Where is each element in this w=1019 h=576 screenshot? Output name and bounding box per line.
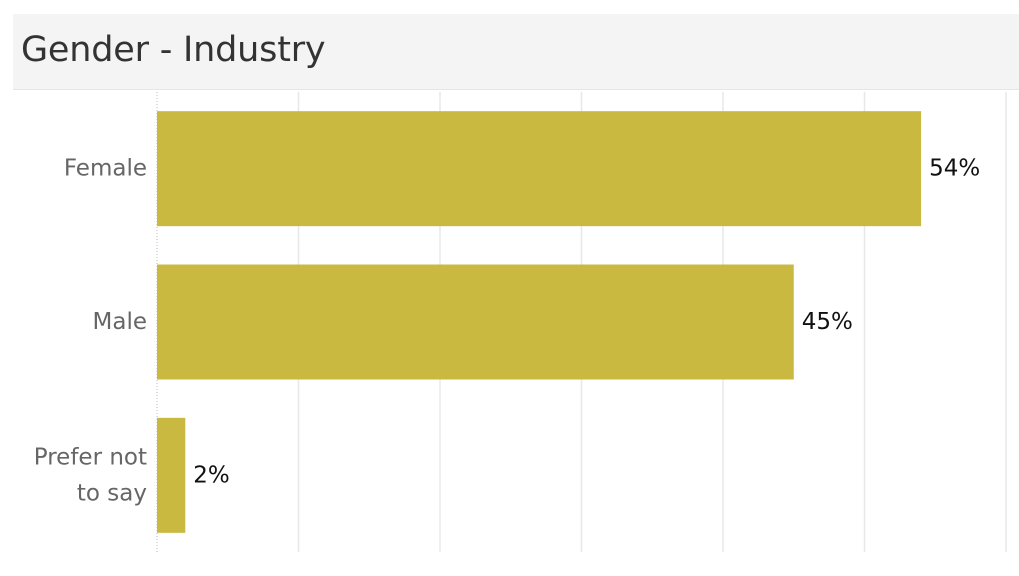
bar xyxy=(157,417,186,533)
category-label-line: Male xyxy=(93,309,147,335)
chart-title-bar: Gender - Industry xyxy=(13,14,1019,90)
category-label: Prefer not to say xyxy=(34,444,147,506)
category-labels: Female Male Prefer not to say xyxy=(34,156,147,507)
value-label: 2% xyxy=(193,462,230,488)
bars xyxy=(157,111,922,533)
chart-title: Gender - Industry xyxy=(21,30,326,70)
value-labels: 54% 45% 2% xyxy=(193,156,980,489)
bar xyxy=(157,111,922,227)
bar xyxy=(157,264,794,380)
category-label: Male xyxy=(93,309,147,335)
category-label-line: Prefer not xyxy=(34,444,147,470)
category-label-line: Female xyxy=(64,156,147,182)
value-label: 54% xyxy=(929,156,980,182)
category-label-line: to say xyxy=(77,480,147,506)
value-label: 45% xyxy=(802,309,853,335)
category-label: Female xyxy=(64,156,147,182)
